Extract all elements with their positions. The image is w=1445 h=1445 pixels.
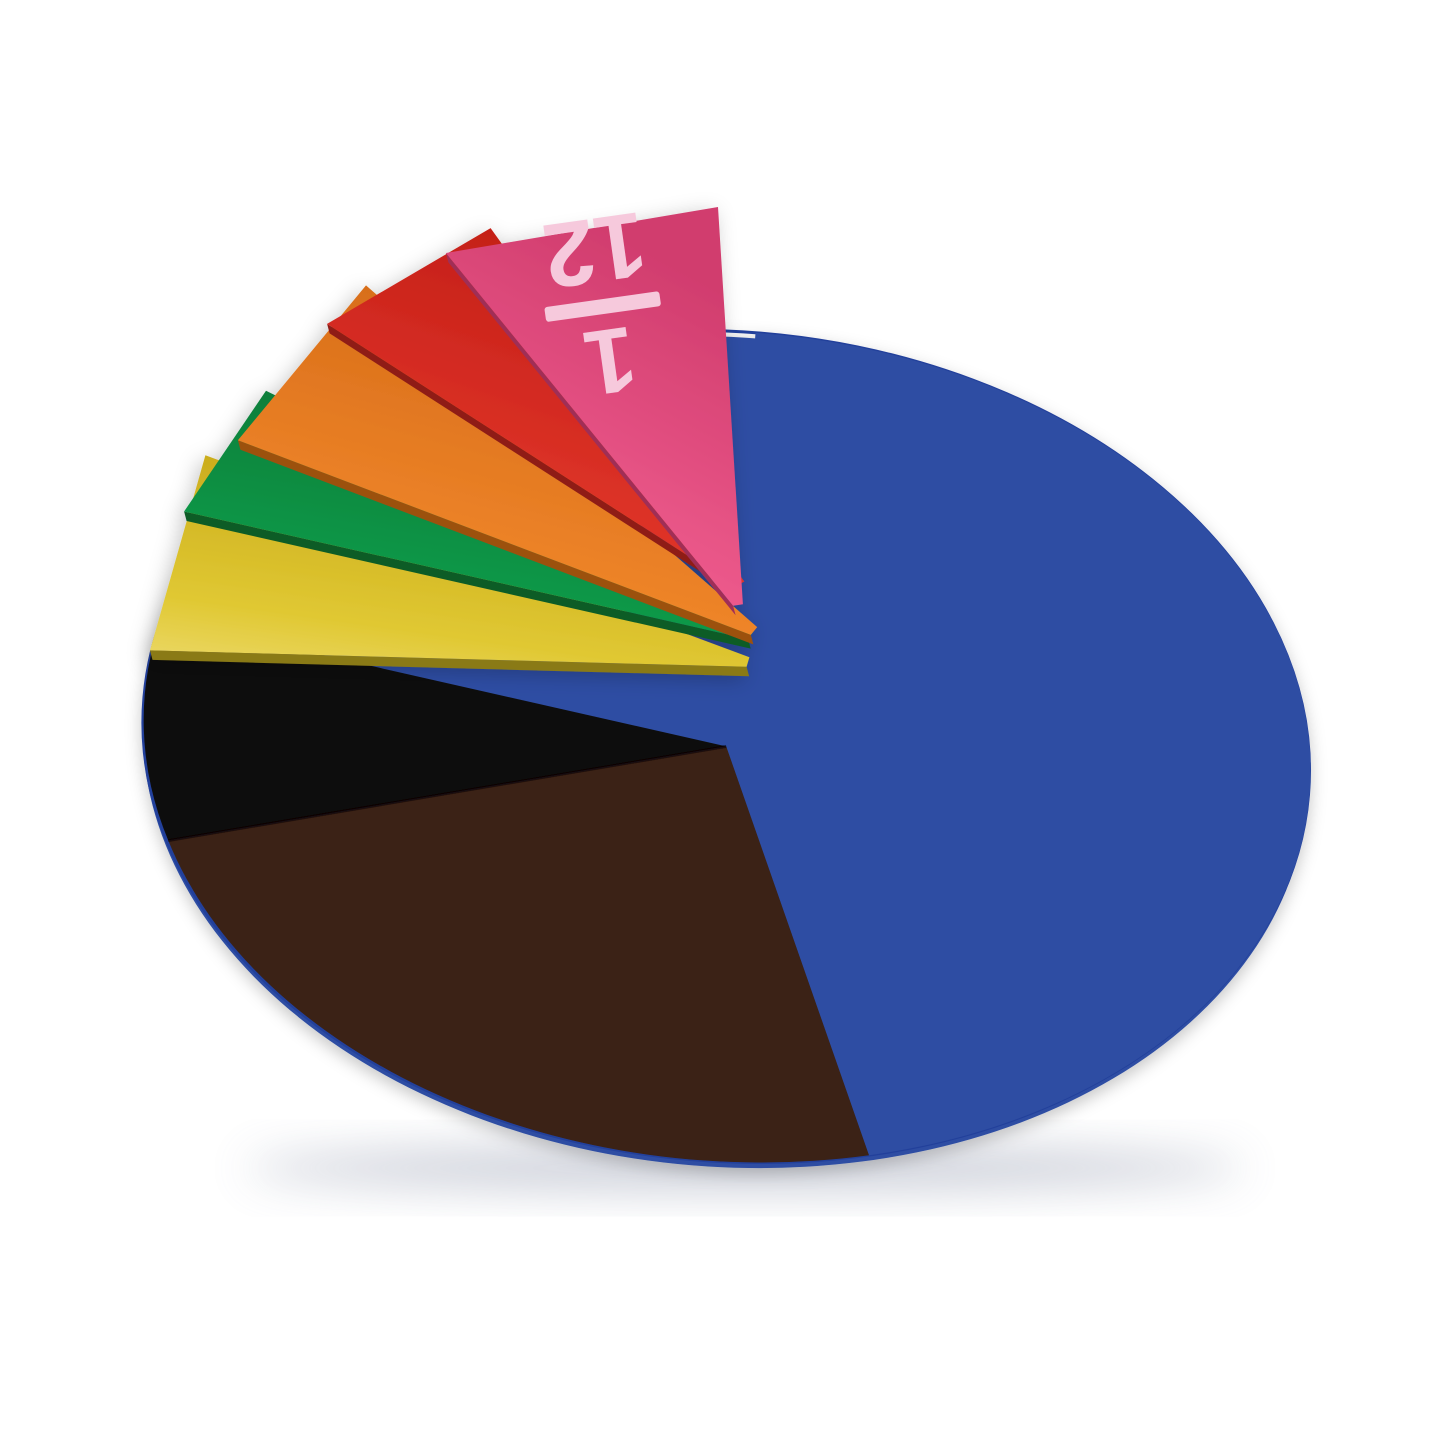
svg-text:12: 12 [537, 192, 653, 307]
